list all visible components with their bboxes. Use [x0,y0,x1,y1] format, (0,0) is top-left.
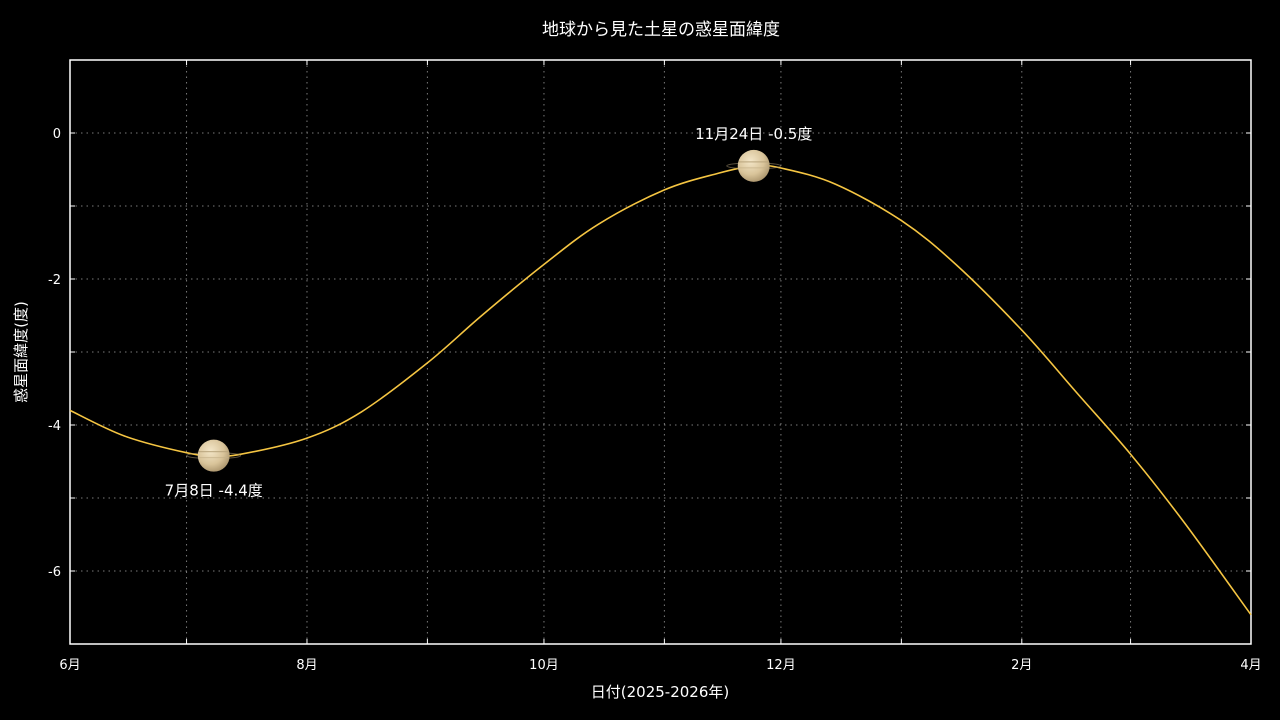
series-line [69,164,1252,616]
x-tick-label: 4月 [1240,658,1261,673]
annotation-markers: 7月8日 -4.4度 11月24日 -0.5度 [165,125,813,500]
saturn-icon [726,149,782,182]
saturn-body-icon [197,439,230,472]
tick-labels: 6月 8月 10月 12月 2月 4月 -6 -4 -2 0 [48,127,1262,673]
y-tick-label: -6 [48,565,61,580]
x-tick-label: 6月 [59,658,80,673]
x-axis-label: 日付(2025-2026年) [591,683,729,701]
y-tick-label: -4 [48,419,61,434]
saturn-body-icon [737,149,770,182]
y-tick-label: -2 [48,273,61,288]
chart-title: 地球から見た土星の惑星面緯度 [542,20,780,40]
x-tick-label: 10月 [529,658,559,673]
x-tick-label: 12月 [766,658,796,673]
saturn-icon [186,439,242,472]
y-tick-label: 0 [53,127,61,142]
grid-lines [70,60,1251,644]
annotation-label: 11月24日 -0.5度 [695,125,812,143]
annotation-label: 7月8日 -4.4度 [165,482,263,500]
x-tick-label: 2月 [1011,658,1032,673]
y-axis-label: 惑星面緯度(度) [12,301,30,403]
plot-frame [69,59,1252,645]
x-tick-label: 8月 [296,658,317,673]
